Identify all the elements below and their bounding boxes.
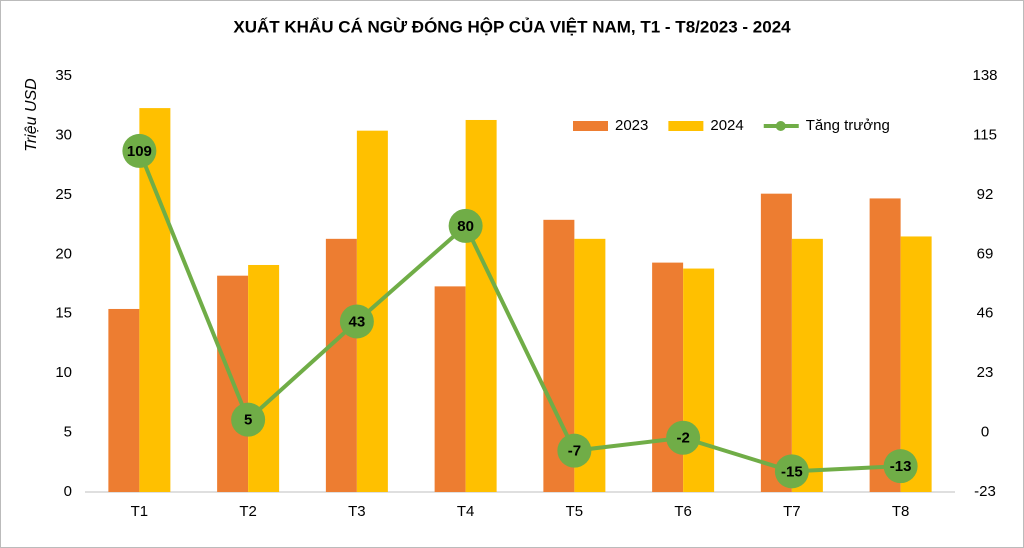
bar (325, 238, 357, 492)
y2-tick-label: 46 (977, 305, 994, 322)
bar (900, 236, 932, 492)
bar (108, 308, 140, 492)
y-tick-label: 25 (55, 186, 72, 203)
bar (869, 198, 901, 492)
x-tick-label: T3 (348, 503, 366, 520)
bar (465, 119, 497, 492)
x-tick-label: T5 (566, 503, 584, 520)
y2-tick-label: 138 (972, 67, 997, 84)
y2-tick-label: 0 (981, 424, 989, 441)
y-tick-label: 15 (55, 305, 72, 322)
x-tick-label: T2 (239, 503, 257, 520)
line-marker (231, 402, 266, 437)
y-tick-label: 0 (64, 483, 72, 500)
bar (760, 193, 792, 492)
y-tick-label: 20 (55, 245, 72, 262)
data-label: -15 (781, 463, 803, 480)
bar (683, 268, 715, 492)
legend-swatch (775, 121, 786, 131)
bar (248, 264, 280, 492)
data-label: 43 (349, 313, 366, 330)
y-tick-label: 5 (64, 424, 72, 441)
legend-label: Tăng trưởng (806, 117, 890, 134)
line-marker (448, 208, 483, 243)
chart-title: XUẤT KHẨU CÁ NGỪ ĐÓNG HỘP CỦA VIỆT NAM, … (233, 17, 791, 36)
y2-tick-label: 92 (977, 186, 994, 203)
y2-tick-label: -23 (974, 483, 996, 500)
data-label: -13 (890, 458, 912, 475)
line-marker (339, 304, 374, 339)
y2-tick-label: 69 (977, 245, 994, 262)
data-label: 80 (457, 218, 474, 235)
line-marker (122, 133, 157, 168)
x-tick-label: T7 (783, 503, 801, 520)
line-marker (883, 449, 918, 484)
line (137, 150, 901, 474)
data-label: -2 (676, 430, 689, 447)
x-tick-label: T4 (457, 503, 475, 520)
y-tick-label: 30 (55, 126, 72, 143)
y2-tick-label: 23 (977, 364, 994, 381)
line-marker (774, 454, 809, 489)
data-label: -7 (568, 443, 581, 460)
bar (434, 286, 466, 492)
legend-swatch (573, 121, 608, 131)
line-marker (557, 433, 592, 468)
y-axis-title: Triệu USD (23, 78, 40, 152)
x-tick-label: T6 (674, 503, 692, 520)
y-tick-label: 35 (55, 67, 72, 84)
bar (791, 238, 823, 492)
y2-tick-label: 115 (973, 126, 997, 143)
bar (652, 262, 684, 492)
legend-swatch (668, 121, 704, 131)
data-label: 109 (127, 143, 152, 160)
x-tick-label: T1 (131, 503, 149, 520)
legend-label: 2023 (615, 117, 648, 134)
legend-label: 2024 (710, 117, 743, 134)
data-label: 5 (244, 412, 252, 429)
bar (139, 108, 171, 492)
line-marker (666, 420, 701, 455)
x-tick-label: T8 (892, 503, 910, 520)
y-tick-label: 10 (55, 364, 72, 381)
